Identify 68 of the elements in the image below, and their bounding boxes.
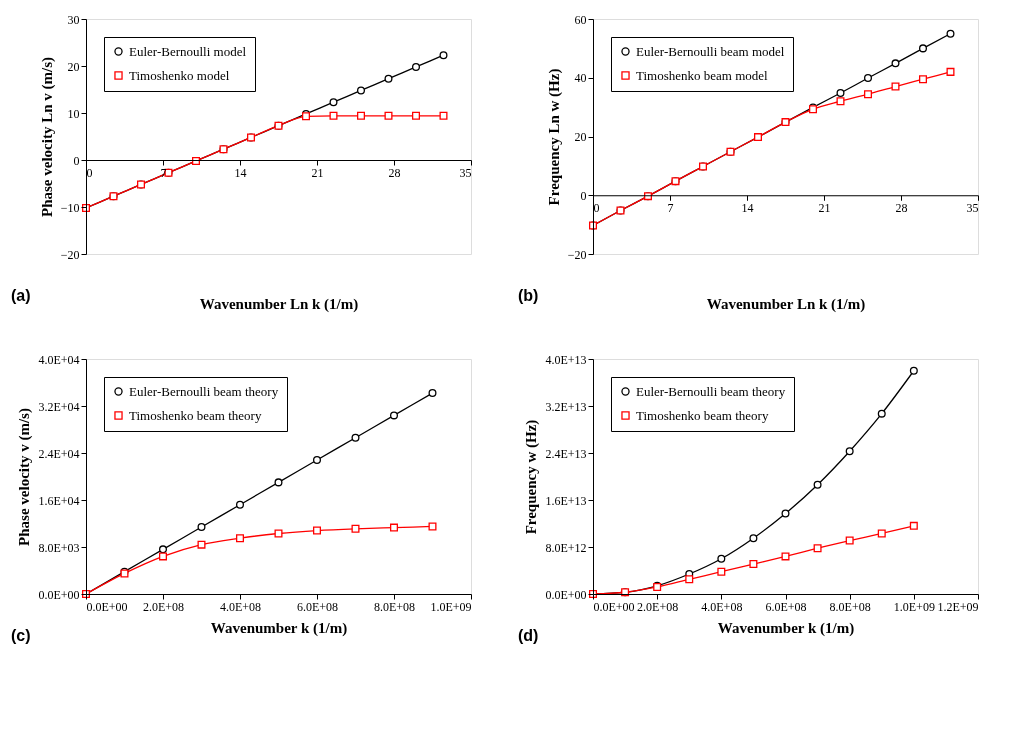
x-axis-title: Wavenumber Ln k (1/m) — [706, 295, 866, 313]
y-tick-label: −20 — [60, 247, 80, 262]
legend-label: Timoshenko beam model — [636, 67, 769, 83]
y-tick-label: 40 — [574, 71, 587, 86]
y-tick-label: 10 — [67, 106, 80, 121]
legend-label: Timoshenko beam theory — [129, 407, 262, 423]
x-tick-label: 21 — [311, 165, 324, 180]
x-tick-label: 0.0E+00 — [593, 599, 635, 614]
y-tick-label: 0 — [580, 188, 587, 203]
text: (b) — [518, 287, 539, 304]
x-axis-title: Wavenumber k (1/m) — [717, 619, 855, 637]
x-tick-label: 28 — [895, 200, 908, 215]
y-tick-label: 8.0E+03 — [38, 540, 80, 555]
y-tick-label: 4.0E+13 — [545, 352, 587, 367]
y-tick-label: 1.6E+13 — [545, 493, 587, 508]
x-tick-label: 14 — [741, 200, 754, 215]
x-axis-title: Wavenumber Ln k (1/m) — [199, 295, 359, 313]
text: (d) — [518, 627, 539, 644]
text: (a) — [11, 287, 31, 304]
legend-label: Euler-Bernoulli model — [129, 43, 247, 59]
legend-label: Euler-Bernoulli beam theory — [636, 383, 786, 399]
y-tick-label: 0.0E+00 — [38, 587, 80, 602]
y-tick-label: 8.0E+12 — [545, 540, 587, 555]
y-tick-label: 2.4E+04 — [38, 446, 80, 461]
x-tick-label: 8.0E+08 — [373, 599, 416, 614]
x-tick-label: 1.0E+09 — [893, 599, 935, 614]
x-tick-label: 8.0E+08 — [829, 599, 871, 614]
x-tick-label: 1.2E+09 — [937, 599, 979, 614]
x-tick-label: 6.0E+08 — [765, 599, 807, 614]
y-tick-label: 2.4E+13 — [545, 446, 587, 461]
text: (c) — [11, 627, 31, 644]
x-tick-label: 7 — [667, 200, 674, 215]
x-tick-label: 0.0E+00 — [86, 599, 128, 614]
y-axis-title: Phase velocity v (m/s) — [16, 408, 34, 546]
y-tick-label: 20 — [67, 59, 80, 74]
y-tick-label: 4.0E+04 — [38, 352, 80, 367]
legend-label: Euler-Bernoulli beam theory — [129, 383, 279, 399]
x-tick-label: 0 — [593, 200, 600, 215]
y-axis-title: Frequency w (Hz) — [523, 419, 541, 535]
legend-label: Euler-Bernoulli beam model — [636, 43, 785, 59]
x-tick-label: 4.0E+08 — [701, 599, 743, 614]
y-tick-label: 60 — [574, 12, 587, 27]
x-axis-title: Wavenumber k (1/m) — [210, 619, 348, 637]
x-tick-label: 14 — [234, 165, 247, 180]
x-tick-label: 2.0E+08 — [637, 599, 679, 614]
y-tick-label: 0.0E+00 — [545, 587, 587, 602]
y-axis-title: Frequency Ln w (Hz) — [545, 68, 563, 206]
y-tick-label: 0 — [73, 153, 80, 168]
y-tick-label: 3.2E+13 — [545, 399, 587, 414]
legend-label: Timoshenko model — [129, 67, 230, 83]
x-tick-label: 4.0E+08 — [219, 599, 262, 614]
x-tick-label: 35 — [966, 200, 979, 215]
x-tick-label: 0 — [86, 165, 93, 180]
x-tick-label: 35 — [459, 165, 472, 180]
y-tick-label: 3.2E+04 — [38, 399, 80, 414]
legend-label: Timoshenko beam theory — [636, 407, 769, 423]
x-tick-label: 21 — [818, 200, 831, 215]
y-tick-label: 20 — [574, 130, 587, 144]
y-tick-label: 1.6E+04 — [38, 493, 80, 508]
x-tick-label: 6.0E+08 — [296, 599, 339, 614]
y-tick-label: 30 — [67, 12, 80, 27]
y-tick-label: −10 — [60, 200, 80, 215]
x-tick-label: 7 — [160, 165, 167, 180]
y-tick-label: −20 — [567, 247, 587, 262]
y-axis-title: Phase velocity Ln v (m/s) — [38, 57, 56, 217]
x-tick-label: 1.0E+09 — [430, 599, 472, 614]
x-tick-label: 28 — [388, 165, 401, 180]
x-tick-label: 2.0E+08 — [142, 599, 185, 614]
